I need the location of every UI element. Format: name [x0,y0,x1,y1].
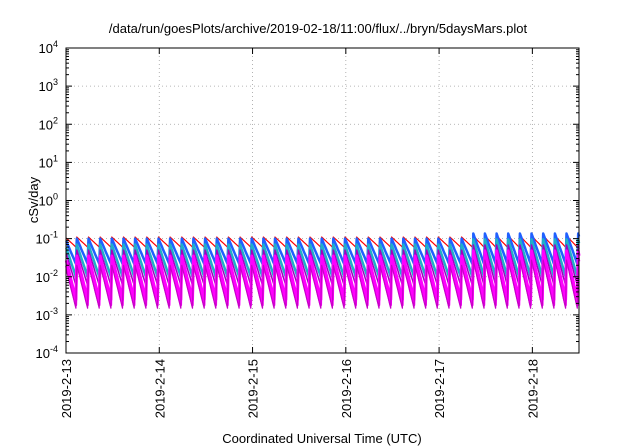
x-tick-label: 2019-2-15 [246,359,261,418]
series-line-6 [65,255,581,307]
x-tick-label: 2019-2-13 [59,359,74,418]
y-tick-label: 104 [39,39,58,56]
series-line-7 [65,259,580,309]
y-tick-label: 10-1 [36,230,58,247]
x-tick-label: 2019-2-18 [525,359,540,418]
y-axis-label: cSv/day [26,176,41,223]
x-axis-label: Coordinated Universal Time (UTC) [222,431,421,446]
series-line-4 [65,244,580,286]
x-axis: 2019-2-13 2019-2-14 2019-2-15 2019-2-16 2019… [59,48,540,418]
grid-lines [66,48,579,353]
y-tick-label: 101 [39,153,58,170]
x-tick-label: 2019-2-16 [339,359,354,418]
y-tick-label: 103 [39,77,58,94]
y-tick-label: 10-2 [36,268,58,285]
series-line-3 [65,238,581,279]
y-tick-label: 102 [39,115,58,132]
y-tick-label: 10-4 [36,344,58,361]
series-line-2 [65,232,581,265]
chart-title: /data/run/goesPlots/archive/2019-02-18/1… [109,21,528,36]
y-tick-label: 100 [39,192,58,209]
x-tick-label: 2019-2-17 [432,359,447,418]
series-line-1 [65,235,580,248]
x-tick-label: 2019-2-14 [152,359,167,418]
y-axis: 104 103 102 101 100 10-1 10-2 10-3 10-4 [36,39,579,361]
series-group [64,232,581,309]
y-tick-label: 10-3 [36,306,58,323]
